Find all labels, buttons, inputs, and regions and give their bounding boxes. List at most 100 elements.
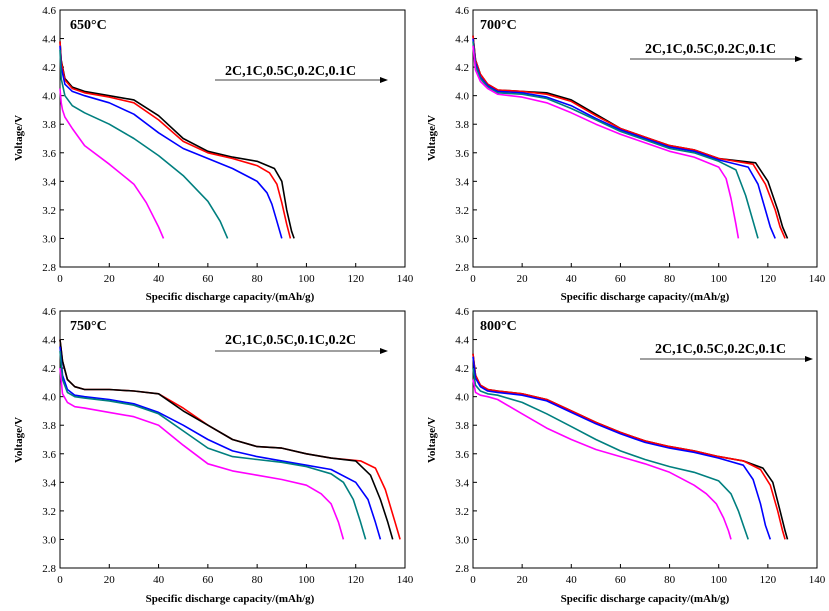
legend-arrow-head	[380, 77, 388, 83]
y-tick-label: 3.8	[455, 119, 469, 131]
series-line-0-2c	[472, 353, 786, 540]
y-tick-label: 3.8	[42, 420, 56, 432]
plot-frame	[59, 310, 406, 569]
y-ticks: 2.8 3.0 3.2 3.4 3.6 3.8 4.0 4.2 4.4 4.6	[42, 306, 64, 575]
series-group	[472, 353, 789, 540]
y-tick-label: 3.6	[42, 449, 56, 461]
y-tick-label: 3.4	[455, 176, 469, 188]
y-tick-label: 3.6	[455, 449, 469, 461]
panel-700: 2.8 3.0 3.2 3.4 3.6 3.8 4.0 4.2 4.4 4.6 0 20 40 60 80…	[426, 5, 826, 303]
x-tick-label: 140	[397, 273, 414, 285]
x-tick-label: 20	[104, 273, 116, 285]
y-tick-label: 3.8	[455, 420, 469, 432]
y-tick-label: 3.2	[455, 506, 469, 518]
legend-text: 2C,1C,0.5C,0.2C,0.1C	[655, 342, 786, 357]
x-tick-label: 40	[566, 273, 578, 285]
x-tick-label: 140	[397, 574, 414, 586]
y-tick-label: 3.0	[455, 233, 469, 245]
series-line-0-2c	[59, 41, 292, 239]
x-tick-label: 80	[664, 273, 676, 285]
series-line-0-2c	[472, 35, 786, 239]
y-tick-label: 4.6	[455, 5, 469, 17]
y-axis-title: Voltage/V	[426, 417, 438, 463]
y-tick-label: 4.6	[455, 306, 469, 318]
y-tick-label: 3.4	[455, 477, 469, 489]
x-tick-label: 40	[153, 574, 165, 586]
y-tick-label: 4.2	[455, 62, 469, 74]
y-tick-label: 2.8	[455, 563, 469, 575]
x-tick-label: 80	[664, 574, 676, 586]
series-group	[59, 41, 295, 239]
x-tick-label: 20	[104, 574, 116, 586]
series-group	[472, 35, 789, 239]
panel-label: 750°C	[70, 319, 107, 334]
series-line-0-5c	[59, 346, 382, 540]
x-tick-label: 100	[298, 273, 315, 285]
series-line-1c	[472, 367, 749, 540]
x-tick-label: 120	[347, 574, 364, 586]
x-tick-label: 100	[710, 574, 727, 586]
y-tick-label: 4.4	[42, 335, 56, 347]
y-tick-label: 4.0	[42, 91, 56, 103]
series-line-0-1c	[472, 353, 789, 540]
x-tick-label: 40	[153, 273, 165, 285]
y-tick-label: 2.8	[42, 262, 56, 274]
x-tick-label: 140	[809, 273, 826, 285]
legend-arrow-head	[805, 356, 813, 362]
x-ticks: 0 20 40 60 80 100 120 140	[470, 263, 826, 285]
plot-frame	[59, 9, 406, 268]
plot-frame	[472, 9, 818, 268]
y-tick-label: 3.0	[455, 534, 469, 546]
y-tick-label: 3.4	[42, 176, 56, 188]
series-line-2c	[59, 368, 345, 540]
y-tick-label: 3.8	[42, 119, 56, 131]
panel-750: 2.8 3.0 3.2 3.4 3.6 3.8 4.0 4.2 4.4 4.6 0 20 40 60 80…	[13, 306, 414, 605]
series-line-0-5c	[472, 38, 776, 239]
x-tick-label: 60	[202, 574, 214, 586]
y-tick-label: 3.2	[42, 506, 56, 518]
y-tick-label: 3.0	[42, 233, 56, 245]
x-axis-title: Specific discharge capacity/(mAh/g)	[146, 291, 315, 303]
series-line-2c	[472, 45, 740, 239]
x-tick-label: 0	[57, 574, 63, 586]
plot-frame	[472, 310, 818, 569]
series-line-0-1c	[59, 339, 394, 540]
x-tick-label: 20	[517, 574, 529, 586]
x-tick-label: 60	[615, 273, 627, 285]
x-axis-title: Specific discharge capacity/(mAh/g)	[561, 593, 730, 605]
y-tick-label: 2.8	[42, 563, 56, 575]
series-line-1c	[59, 49, 229, 239]
y-ticks: 2.8 3.0 3.2 3.4 3.6 3.8 4.0 4.2 4.4 4.6	[455, 306, 477, 575]
y-tick-label: 3.6	[455, 148, 469, 160]
y-tick-label: 3.2	[42, 205, 56, 217]
y-tick-label: 4.6	[42, 306, 56, 318]
legend-arrow-head	[380, 348, 388, 354]
legend-text: 2C,1C,0.5C,0.2C,0.1C	[645, 42, 776, 57]
series-line-1c	[59, 350, 367, 540]
y-tick-label: 4.4	[455, 335, 469, 347]
x-tick-label: 100	[710, 273, 727, 285]
y-ticks: 2.8 3.0 3.2 3.4 3.6 3.8 4.0 4.2 4.4 4.6	[455, 5, 477, 274]
x-tick-label: 100	[298, 574, 315, 586]
y-tick-label: 4.4	[42, 34, 56, 46]
series-line-1c	[472, 41, 759, 239]
panel-650: 2.8 3.0 3.2 3.4 3.6 3.8 4.0 4.2 4.4 4.6 0 20 40 60 80…	[13, 5, 414, 303]
y-tick-label: 3.6	[42, 148, 56, 160]
x-tick-label: 140	[809, 574, 826, 586]
y-tick-label: 4.2	[42, 62, 56, 74]
x-tick-label: 80	[252, 574, 264, 586]
legend-arrow-head	[795, 56, 803, 62]
y-axis-title: Voltage/V	[13, 115, 25, 161]
series-group	[59, 339, 401, 540]
x-axis-title: Specific discharge capacity/(mAh/g)	[146, 593, 315, 605]
x-tick-label: 120	[760, 273, 777, 285]
y-tick-label: 4.4	[455, 34, 469, 46]
series-line-2c	[59, 88, 165, 239]
x-ticks: 0 20 40 60 80 100 120 140	[57, 564, 414, 586]
x-ticks: 0 20 40 60 80 100 120 140	[57, 263, 414, 285]
x-tick-label: 0	[470, 273, 476, 285]
y-tick-label: 4.2	[42, 363, 56, 375]
x-tick-label: 60	[202, 273, 214, 285]
y-tick-label: 4.0	[455, 392, 469, 404]
series-line-0-5c	[472, 356, 772, 540]
